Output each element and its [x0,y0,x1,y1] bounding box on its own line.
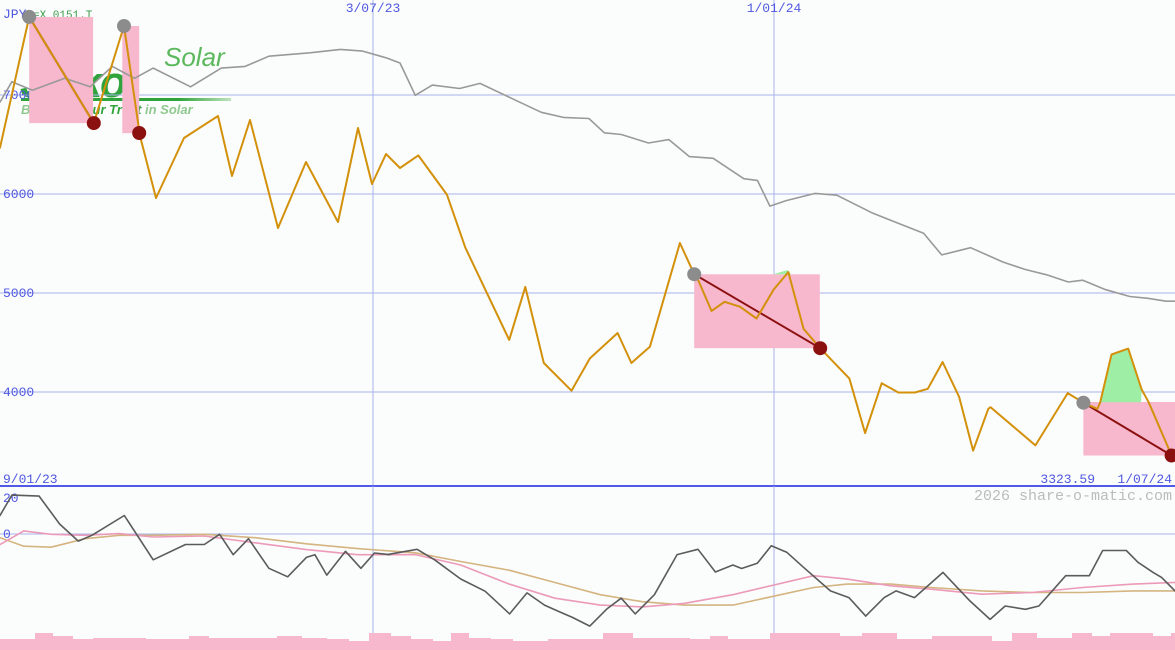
svg-text:5000: 5000 [3,286,34,301]
svg-text:3323.59: 3323.59 [1040,472,1095,487]
svg-text:3/07/23: 3/07/23 [346,1,401,16]
svg-text:9/01/23: 9/01/23 [3,472,58,487]
svg-text:1/01/24: 1/01/24 [747,1,802,16]
svg-text:4000: 4000 [3,385,34,400]
svg-text:6000: 6000 [3,187,34,202]
svg-text:2026 share-o-matic.com: 2026 share-o-matic.com [974,488,1172,505]
svg-text:1/07/24: 1/07/24 [1117,472,1172,487]
